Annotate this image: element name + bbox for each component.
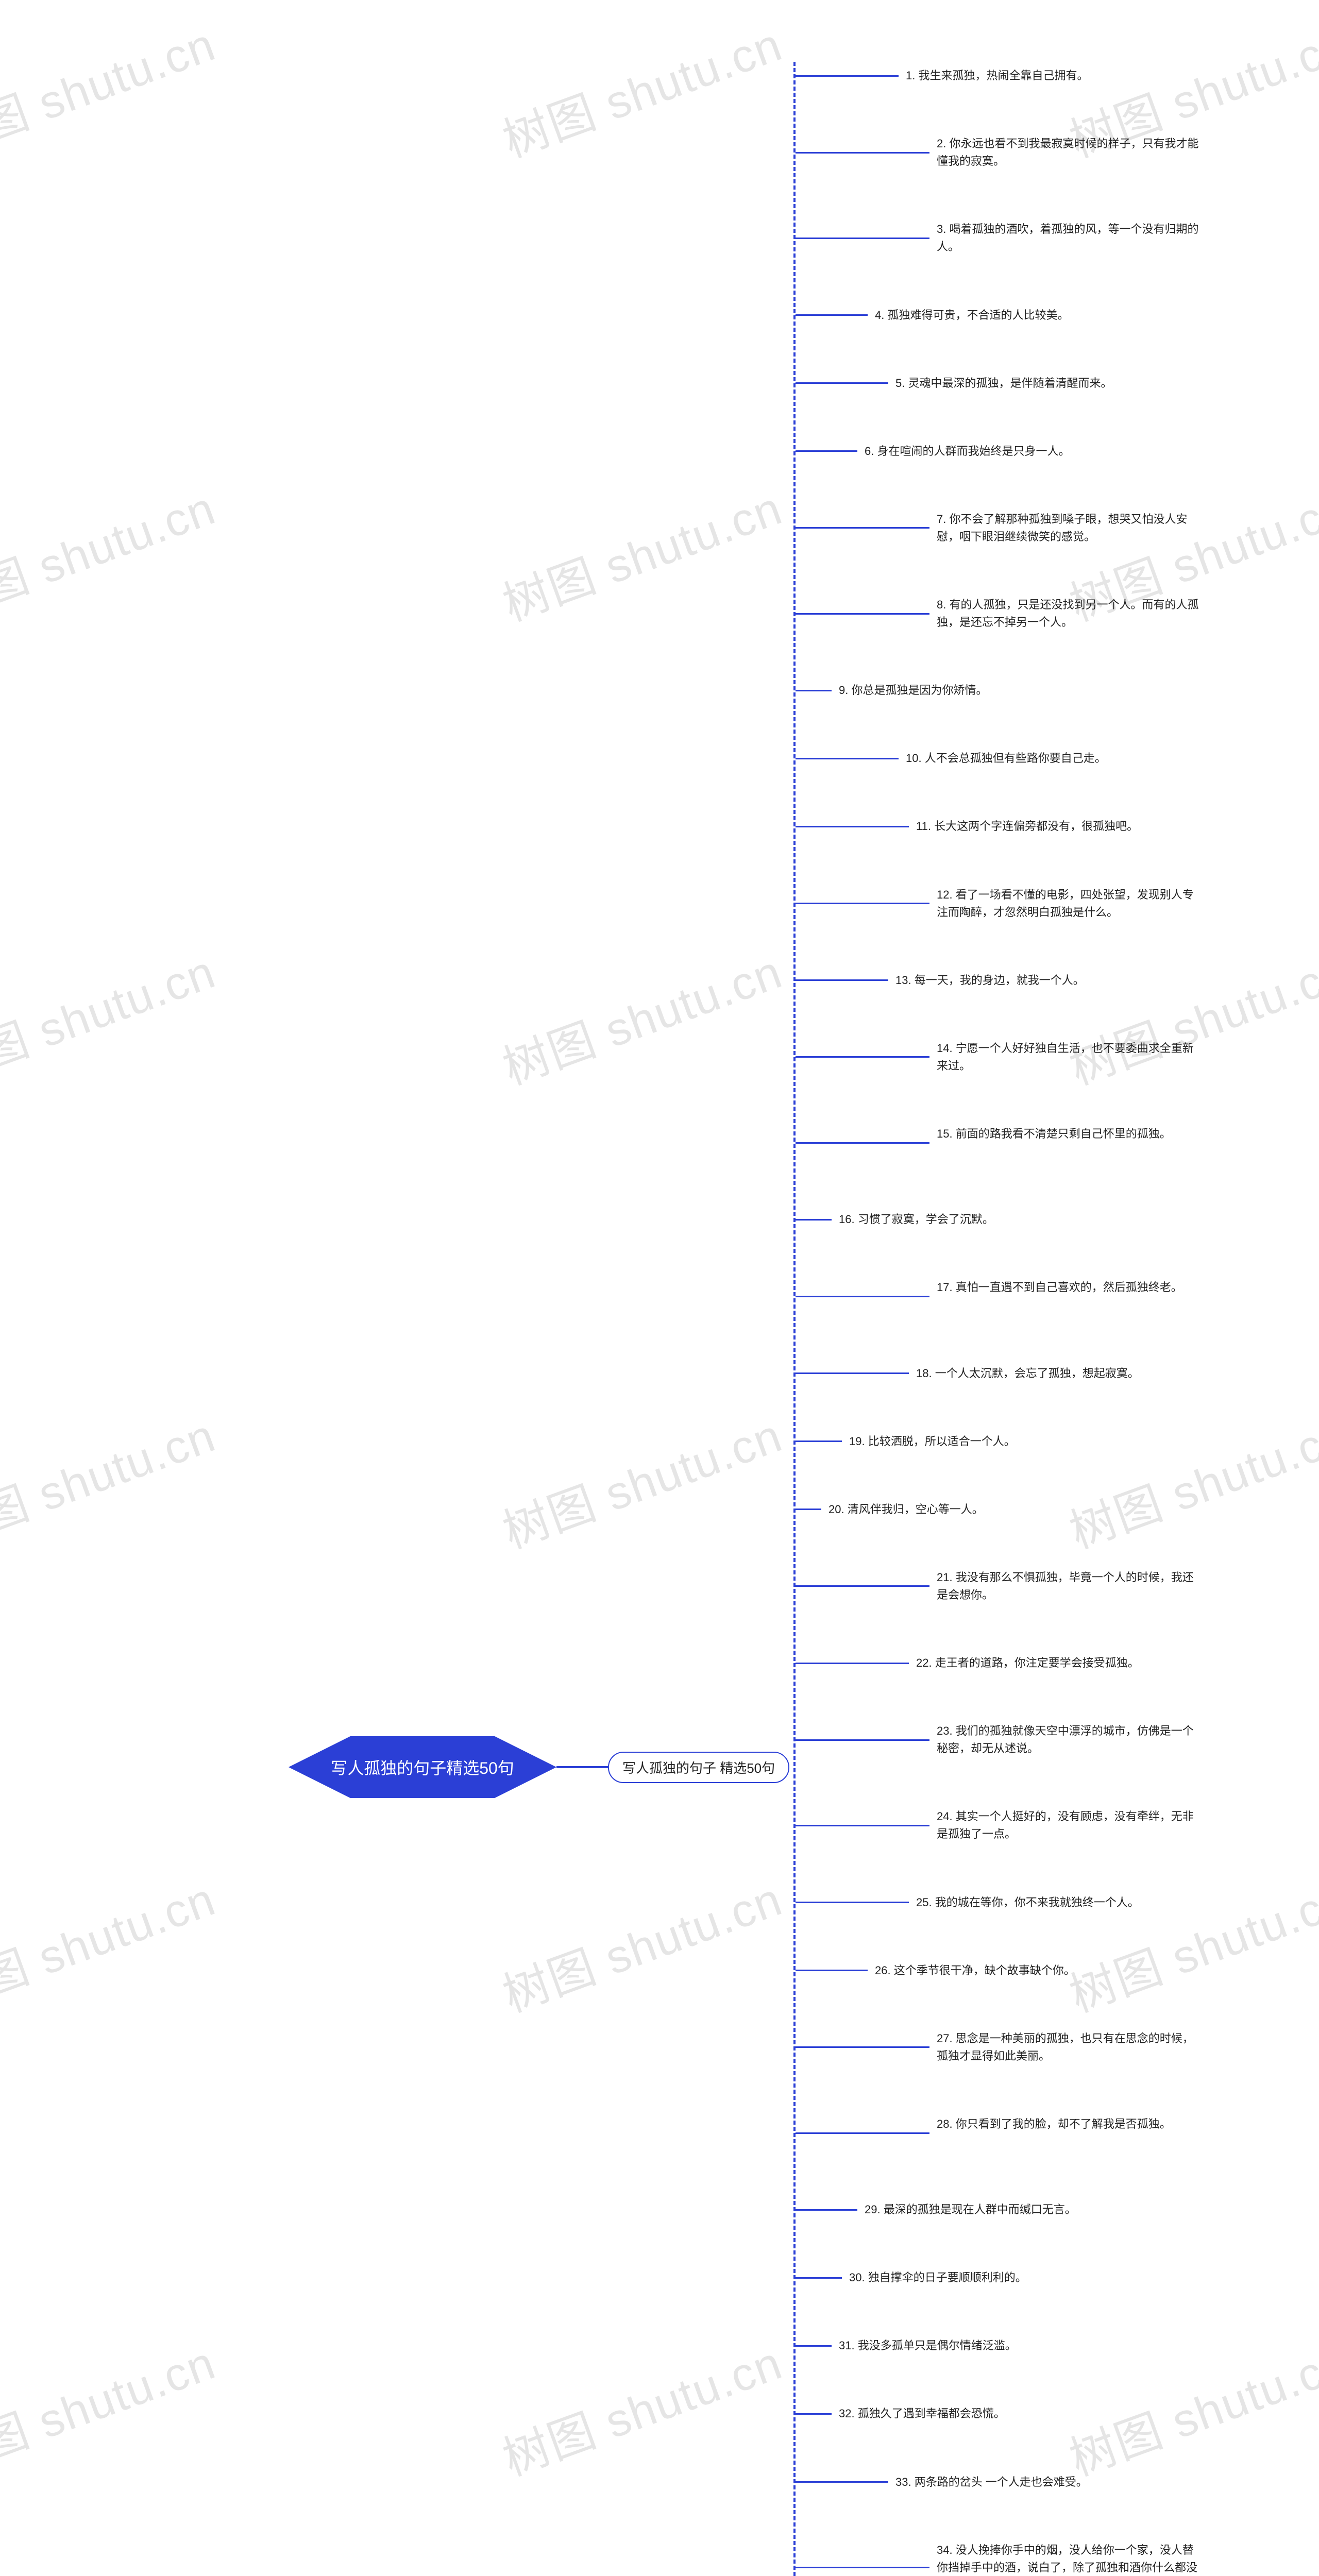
branch-line xyxy=(796,2481,888,2483)
watermark: 树图 shutu.cn xyxy=(493,935,790,1097)
leaf-item: 12. 看了一场看不懂的电影，四处张望，发现别人专注而陶醉，才忽然明白孤独是什么… xyxy=(937,886,1205,921)
connector-root-mid xyxy=(556,1766,608,1768)
leaf-item: 27. 思念是一种美丽的孤独，也只有在思念的时候，孤独才显得如此美丽。 xyxy=(937,2030,1205,2065)
branch-line xyxy=(796,1825,929,1826)
leaf-item: 19. 比较洒脱，所以适合一个人。 xyxy=(849,1433,1016,1450)
watermark: 树图 shutu.cn xyxy=(1059,2326,1319,2488)
watermark: 树图 shutu.cn xyxy=(493,7,790,170)
branch-line xyxy=(796,1902,909,1903)
leaf-item: 22. 走王者的道路，你注定要学会接受孤独。 xyxy=(916,1654,1139,1672)
watermark: 树图 shutu.cn xyxy=(0,7,223,170)
branch-line xyxy=(796,826,909,827)
branch-line xyxy=(796,2209,857,2211)
leaf-item: 8. 有的人孤独，只是还没找到另一个人。而有的人孤独，是还忘不掉另一个人。 xyxy=(937,596,1205,631)
leaf-item: 29. 最深的孤独是现在人群中而缄口无言。 xyxy=(865,2201,1076,2218)
branch-line xyxy=(796,2567,929,2568)
branch-line xyxy=(796,2413,832,2415)
leaf-item: 32. 孤独久了遇到幸福都会恐慌。 xyxy=(839,2405,1005,2422)
leaf-item: 34. 没人挽捧你手中的烟，没人给你一个家，没人替你挡掉手中的酒，说白了，除了孤… xyxy=(937,2541,1205,2576)
watermark: 树图 shutu.cn xyxy=(0,1398,223,1561)
branch-line xyxy=(796,690,832,691)
leaf-item: 33. 两条路的岔头 一个人走也会难受。 xyxy=(895,2473,1088,2491)
leaf-item: 11. 长大这两个字连偏旁都没有，很孤独吧。 xyxy=(916,818,1138,835)
branch-line xyxy=(796,1142,929,1144)
leaf-item: 17. 真怕一直遇不到自己喜欢的，然后孤独终老。 xyxy=(937,1279,1182,1296)
branch-line xyxy=(796,382,888,384)
watermark: 树图 shutu.cn xyxy=(0,471,223,634)
leaf-item: 4. 孤独难得可贵，不合适的人比较美。 xyxy=(875,307,1069,324)
watermark: 树图 shutu.cn xyxy=(493,2326,790,2488)
leaf-item: 20. 清风伴我归，空心等一人。 xyxy=(828,1501,984,1518)
branch-line xyxy=(796,2345,832,2347)
branch-line xyxy=(796,75,899,77)
branch-line xyxy=(796,1219,832,1221)
leaf-item: 3. 喝着孤独的酒吹，着孤独的风，等一个没有归期的人。 xyxy=(937,221,1205,256)
leaf-item: 7. 你不会了解那种孤独到嗓子眼，想哭又怕没人安慰，咽下眼泪继续微笑的感觉。 xyxy=(937,511,1205,546)
branch-line xyxy=(796,314,868,316)
branch-line xyxy=(796,1296,929,1297)
leaf-item: 21. 我没有那么不惧孤独，毕竟一个人的时候，我还是会想你。 xyxy=(937,1569,1205,1604)
leaf-item: 6. 身在喧闹的人群而我始终是只身一人。 xyxy=(865,443,1070,460)
mid-label: 写人孤独的句子 精选50句 xyxy=(622,1760,775,1776)
watermark: 树图 shutu.cn xyxy=(493,471,790,634)
leaf-item: 23. 我们的孤独就像天空中漂浮的城市，仿佛是一个秘密，却无从述说。 xyxy=(937,1722,1205,1757)
watermark: 树图 shutu.cn xyxy=(0,935,223,1097)
branch-line xyxy=(796,1440,842,1442)
branch-line xyxy=(796,2132,929,2134)
watermark: 树图 shutu.cn xyxy=(493,1862,790,2025)
leaf-item: 13. 每一天，我的身边，就我一个人。 xyxy=(895,972,1085,989)
leaf-item: 16. 习惯了寂寞，学会了沉默。 xyxy=(839,1211,994,1228)
mid-node: 写人孤独的句子 精选50句 xyxy=(608,1752,789,1783)
branch-line xyxy=(796,1663,909,1664)
leaf-item: 28. 你只看到了我的脸，却不了解我是否孤独。 xyxy=(937,2115,1171,2133)
leaf-item: 25. 我的城在等你，你不来我就独终一个人。 xyxy=(916,1894,1139,1911)
branch-line xyxy=(796,613,929,615)
watermark: 树图 shutu.cn xyxy=(493,1398,790,1561)
branch-line xyxy=(796,1739,929,1741)
leaf-item: 14. 宁愿一个人好好独自生活，也不要委曲求全重新来过。 xyxy=(937,1040,1205,1075)
branch-line xyxy=(796,450,857,452)
branch-line xyxy=(796,758,899,759)
branch-line xyxy=(796,1372,909,1374)
root-node: 写人孤独的句子精选50句 xyxy=(289,1736,556,1798)
branch-line xyxy=(796,1585,929,1587)
leaf-item: 31. 我没多孤单只是偶尔情绪泛滥。 xyxy=(839,2337,1017,2354)
branch-line xyxy=(796,1056,929,1058)
leaf-item: 24. 其实一个人挺好的，没有顾虑，没有牵绊，无非是孤独了一点。 xyxy=(937,1808,1205,1843)
leaf-item: 9. 你总是孤独是因为你矫情。 xyxy=(839,682,987,699)
branch-line xyxy=(796,903,929,904)
branch-line xyxy=(796,2277,842,2279)
watermark: 树图 shutu.cn xyxy=(0,1862,223,2025)
branch-line xyxy=(796,979,888,981)
root-label: 写人孤独的句子精选50句 xyxy=(331,1755,514,1779)
branch-line xyxy=(796,2046,929,2048)
branch-line xyxy=(796,238,929,239)
vertical-spine xyxy=(793,62,796,2576)
leaf-item: 1. 我生来孤独，热闹全靠自己拥有。 xyxy=(906,67,1088,84)
leaf-item: 15. 前面的路我看不清楚只剩自己怀里的孤独。 xyxy=(937,1125,1171,1143)
leaf-item: 10. 人不会总孤独但有些路你要自己走。 xyxy=(906,750,1106,767)
branch-line xyxy=(796,1509,821,1510)
leaf-item: 26. 这个季节很干净，缺个故事缺个你。 xyxy=(875,1962,1075,1979)
watermark: 树图 shutu.cn xyxy=(1059,1398,1319,1561)
leaf-item: 2. 你永远也看不到我最寂寞时候的样子，只有我才能懂我的寂寞。 xyxy=(937,135,1205,170)
leaf-item: 30. 独自撑伞的日子要顺顺利利的。 xyxy=(849,2269,1027,2286)
branch-line xyxy=(796,527,929,529)
watermark: 树图 shutu.cn xyxy=(1059,1862,1319,2025)
branch-line xyxy=(796,152,929,154)
watermark: 树图 shutu.cn xyxy=(0,2326,223,2488)
leaf-item: 5. 灵魂中最深的孤独，是伴随着清醒而来。 xyxy=(895,375,1112,392)
leaf-item: 18. 一个人太沉默，会忘了孤独，想起寂寞。 xyxy=(916,1365,1139,1382)
branch-line xyxy=(796,1970,868,1971)
